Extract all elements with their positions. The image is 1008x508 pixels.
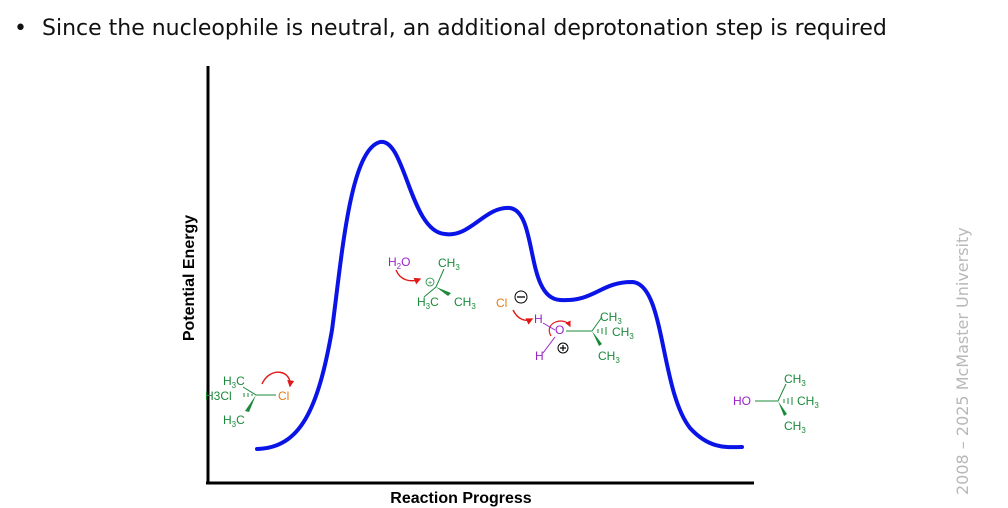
sub3-label: 3 (455, 263, 460, 272)
h-label: H (607, 349, 616, 363)
deprotonation-arrow (512, 309, 534, 325)
h-label: H (223, 413, 232, 427)
svg-text:H2O: H2O (388, 255, 410, 271)
bullet-text: Since the nucleophile is neutral, an add… (42, 16, 887, 41)
h-label: H (223, 374, 232, 388)
c-label: C (454, 295, 463, 309)
copyright-notice: 2008 – 2025 McMaster University (953, 227, 972, 495)
chlorine-label: Cl (278, 389, 289, 403)
sub3-label: 3 (801, 426, 806, 435)
c-label: C (438, 256, 447, 270)
water-sub: 2 (397, 262, 402, 271)
h-label: H (447, 256, 456, 270)
svg-text:CH3: CH3 (797, 394, 819, 410)
svg-text:CH3: CH3 (438, 256, 460, 272)
sub3-label: 3 (471, 302, 476, 311)
nucleophile-arrow (395, 269, 422, 285)
sub3-label: 3 (617, 317, 622, 326)
h3-label: H3 (205, 389, 221, 403)
svg-text:H3C: H3C (417, 295, 439, 311)
chloride-and-oxonium: Cl H O H CH3 CH3 CH3 (496, 290, 634, 365)
svg-text:CH3: CH3 (612, 325, 634, 341)
h-label: H (621, 325, 630, 339)
c-label: C (236, 413, 245, 427)
x-axis-label: Reaction Progress (390, 490, 531, 507)
c-label: C (598, 349, 607, 363)
positive-charge-icon (425, 277, 435, 287)
bullet-marker: • (14, 16, 27, 41)
water-h: H (388, 255, 397, 269)
svg-text:CH3: CH3 (454, 295, 476, 311)
energy-curve (255, 139, 744, 451)
h-label: H (417, 295, 426, 309)
sub3-label: 3 (801, 379, 806, 388)
c-label: C (430, 295, 439, 309)
hydrogen-label: H (535, 349, 544, 363)
c-label: C (600, 310, 609, 324)
svg-text:CH3: CH3 (600, 310, 622, 326)
negative-charge-icon (514, 290, 528, 304)
c-label: C (797, 394, 806, 408)
chloride-label: Cl (496, 296, 507, 310)
leaving-arrow (261, 371, 295, 388)
hydroxyl-label: HO (733, 394, 751, 408)
sub3-label: 3 (629, 332, 634, 341)
water-o: O (401, 255, 410, 269)
c-label: C (612, 325, 621, 339)
c-label: C (784, 419, 793, 433)
h-label: H (793, 372, 802, 386)
sub3-label: 3 (426, 302, 431, 311)
sub3-label: 3 (232, 420, 237, 429)
y-axis-label: Potential Energy (181, 215, 198, 341)
water-and-carbocation: H2O CH3 + H3C CH3 (388, 255, 476, 311)
bond-arrow (548, 320, 571, 337)
h-label: H (806, 394, 815, 408)
oxygen-label: O (555, 323, 564, 337)
sub3-label: 3 (232, 381, 237, 390)
svg-text:+: + (428, 280, 432, 287)
tert-butyl-chloride: H3C H3Cl H3C Cl (205, 371, 295, 429)
c-label: C (236, 374, 245, 388)
h-label: H (793, 419, 802, 433)
svg-text:H3C: H3C (223, 374, 245, 390)
svg-text:CH3: CH3 (598, 349, 620, 365)
sub3-label: 3 (615, 356, 620, 365)
bullet-point: • Since the nucleophile is neutral, an ad… (14, 16, 887, 41)
c-label: C (784, 372, 793, 386)
positive-charge-icon (557, 342, 569, 354)
hydrogen-label: H (534, 312, 543, 326)
svg-text:CH3: CH3 (784, 419, 806, 435)
sub3-label: 3 (814, 401, 819, 410)
h-label: H (463, 295, 472, 309)
svg-text:H3Cl: H3Cl (205, 389, 232, 403)
c-label: C (220, 389, 229, 403)
svg-text:CH3: CH3 (784, 372, 806, 388)
h-label: H (609, 310, 618, 324)
tert-butanol: HO CH3 CH3 CH3 (733, 372, 819, 435)
svg-text:H3C: H3C (223, 413, 245, 429)
